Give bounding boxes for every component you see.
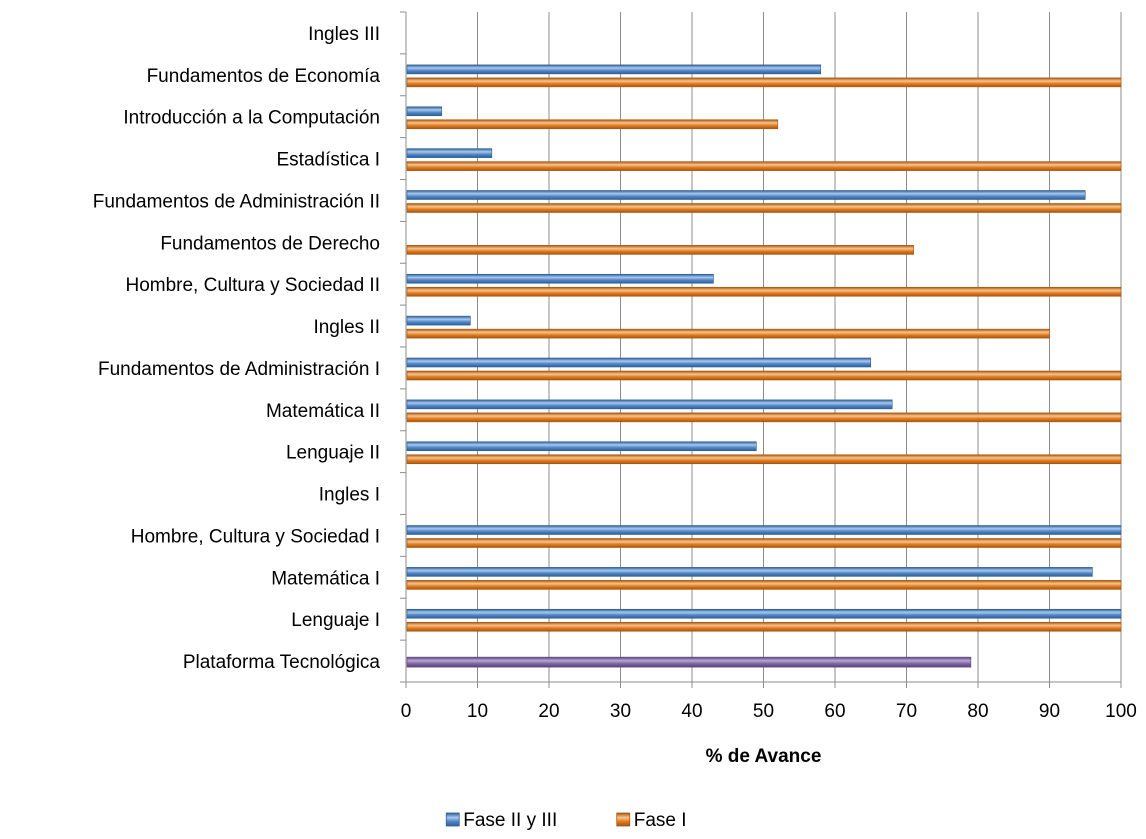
x-tick-labels: 0 10 20 30 40 50 60 70 80 90 100 (401, 701, 1137, 722)
bar-fase-i (406, 77, 1122, 88)
legend-swatch-fase-ii-iii (445, 812, 460, 827)
x-tick-label: 100 (1105, 701, 1137, 722)
category-label: Introducción a la Computación (123, 108, 380, 129)
x-tick-label: 20 (538, 701, 559, 722)
bars (406, 64, 1122, 668)
bar-plataforma (406, 656, 972, 668)
bar-fase-ii-iii (406, 608, 1122, 619)
category-label: Plataforma Tecnológica (183, 652, 381, 673)
x-tick-label: 10 (467, 701, 488, 722)
axes (400, 11, 1122, 688)
bar-fase-i (406, 245, 914, 255)
legend: Fase II y III Fase I (445, 810, 687, 831)
legend-label: Fase I (634, 810, 687, 831)
x-tick-label: 0 (401, 701, 412, 722)
bar-fase-ii-iii (406, 525, 1122, 535)
bar-fase-ii-iii (406, 273, 714, 284)
bar-fase-i (406, 161, 1122, 171)
x-tick-label: 70 (896, 701, 917, 722)
category-label: Fundamentos de Derecho (160, 233, 380, 254)
bar-fase-ii-iii (406, 315, 471, 326)
category-label: Fundamentos de Administración I (98, 359, 380, 380)
bar-fase-ii-iii (406, 357, 872, 368)
bar-fase-i (406, 286, 1122, 297)
category-label: Estadística I (277, 150, 381, 171)
bar-fase-i (406, 580, 1122, 590)
bar-fase-i (406, 203, 1122, 213)
category-label: Fundamentos de Administración II (93, 191, 380, 212)
bar-fase-i (406, 328, 1050, 339)
category-label: Ingles I (319, 485, 380, 506)
bar-fase-i (406, 370, 1122, 381)
x-axis-title: % de Avance (706, 746, 822, 767)
x-tick-label: 60 (824, 701, 845, 722)
category-label: Matemática II (266, 401, 380, 422)
x-tick-label: 50 (753, 701, 774, 722)
legend-label: Fase II y III (463, 810, 557, 831)
bar-fase-i (406, 621, 1122, 632)
bar-fase-ii-iii (406, 399, 893, 410)
category-label: Ingles III (308, 24, 380, 45)
bar-fase-ii-iii (406, 190, 1086, 200)
bar-fase-i (406, 412, 1122, 423)
bar-fase-i (406, 454, 1122, 465)
x-tick-label: 30 (610, 701, 631, 722)
category-label: Ingles II (313, 317, 380, 338)
x-tick-label: 90 (1039, 701, 1060, 722)
category-label: Fundamentos de Economía (147, 66, 381, 87)
bar-fase-ii-iii (406, 64, 822, 75)
bar-fase-ii-iii (406, 106, 443, 117)
bar-fase-i (406, 119, 779, 130)
category-label: Lenguaje II (286, 443, 380, 464)
category-label: Hombre, Cultura y Sociedad I (131, 526, 380, 547)
category-label: Matemática I (271, 568, 380, 589)
bar-fase-ii-iii (406, 441, 757, 452)
bar-fase-ii-iii (406, 148, 493, 158)
legend-swatch-fase-i (616, 812, 631, 827)
bar-fase-i (406, 538, 1122, 548)
category-label: Hombre, Cultura y Sociedad II (125, 275, 380, 296)
x-tick-label: 40 (681, 701, 702, 722)
category-labels: Plataforma Tecnológica Lenguaje I Matemáti… (93, 24, 381, 673)
x-tick-label: 80 (967, 701, 988, 722)
category-label: Lenguaje I (291, 610, 380, 631)
bar-fase-ii-iii (406, 567, 1093, 577)
